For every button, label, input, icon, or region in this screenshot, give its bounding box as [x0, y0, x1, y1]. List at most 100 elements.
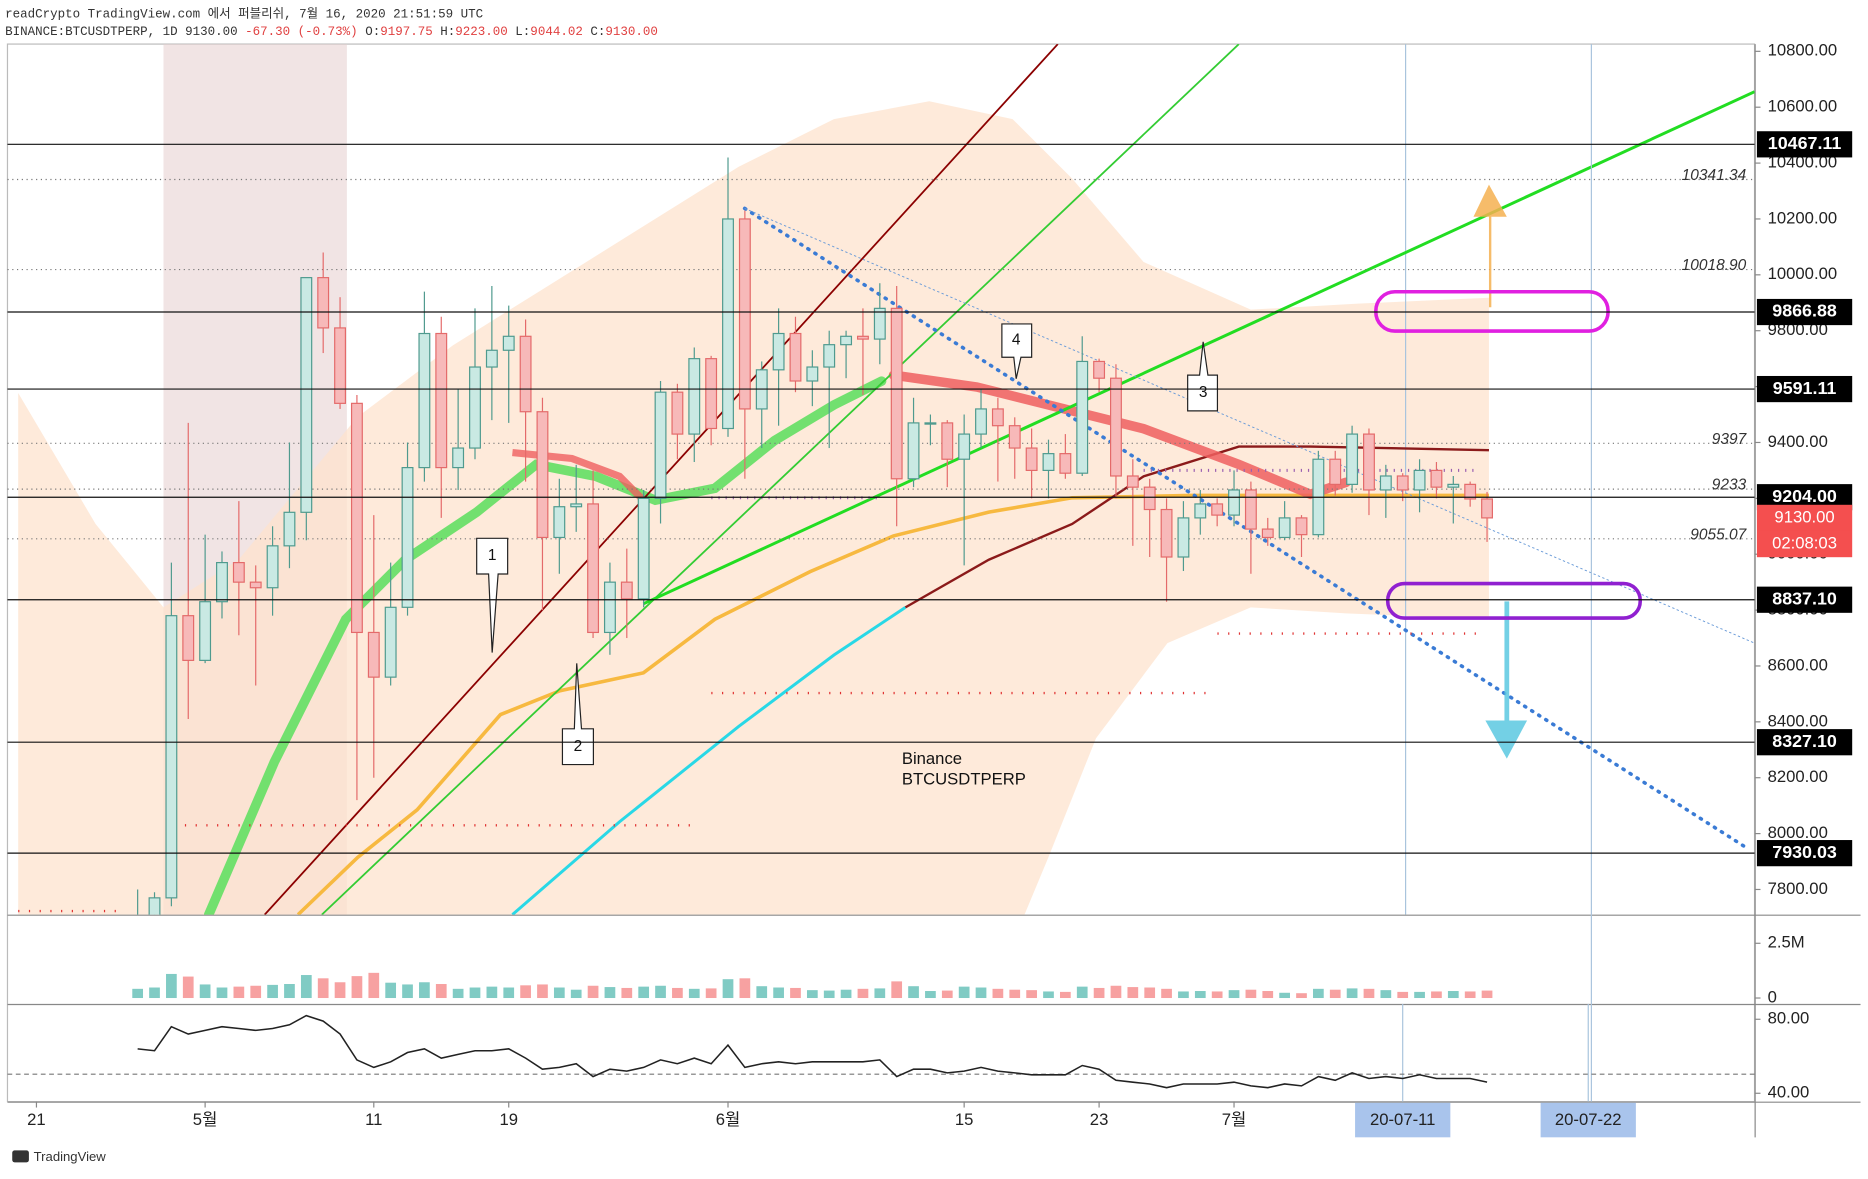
brand: TradingView	[34, 1149, 107, 1164]
volume-bar	[1127, 987, 1139, 999]
candle-body	[1093, 360, 1106, 379]
y-tick-label: 10800.00	[1768, 41, 1837, 60]
candle-body	[1194, 503, 1207, 519]
candle-body	[688, 358, 701, 435]
trend-line	[642, 90, 1755, 606]
ohlc-value: 9044.02	[530, 25, 583, 39]
candle-body	[1211, 503, 1224, 516]
volume-bar	[672, 987, 683, 999]
candle-body	[1110, 377, 1122, 477]
volume-bar	[1397, 991, 1409, 999]
logo-icon	[12, 1150, 29, 1163]
candle-body	[1126, 475, 1139, 488]
countdown-label: 02:08:03	[1772, 534, 1837, 553]
callout-label: 1	[488, 547, 497, 564]
volume-bar	[688, 988, 700, 999]
candle-body	[1396, 475, 1409, 491]
drawings: TradingView	[12, 184, 1642, 1164]
callout-box	[476, 537, 509, 653]
ma-band-green	[203, 376, 887, 915]
volume-bar	[891, 981, 903, 999]
candle-body	[806, 366, 819, 382]
volume-bar	[975, 987, 987, 999]
ma-darkred	[904, 445, 1489, 609]
volume-bar	[1296, 993, 1307, 999]
volume-bar	[317, 978, 329, 999]
volume-bar	[199, 984, 211, 999]
level-box	[1756, 298, 1853, 326]
x-tick-label: 6월	[716, 1110, 741, 1129]
volume-bar	[368, 972, 380, 999]
level-label: 7930.03	[1772, 842, 1837, 862]
candle-body	[182, 615, 195, 661]
volume-bar	[1009, 989, 1021, 999]
candle-body	[1295, 517, 1308, 536]
last-price-box	[1756, 504, 1853, 531]
level-box	[1756, 729, 1853, 756]
volume-bar	[503, 987, 515, 999]
volume-bar	[1093, 987, 1105, 999]
level-label: 8327.10	[1772, 731, 1837, 751]
candle-body	[1481, 498, 1493, 519]
level-label: 10467.11	[1768, 133, 1842, 153]
last-price: 9130.00	[185, 25, 238, 39]
candle-body	[1278, 517, 1291, 539]
volume-bar	[166, 973, 177, 999]
x-tick-label: 7월	[1222, 1110, 1247, 1129]
level-label: 9591.11	[1773, 378, 1837, 398]
volume-bar	[1346, 988, 1358, 999]
volume-bar	[1414, 991, 1425, 999]
y-tick-label: 80.00	[1768, 1009, 1810, 1028]
volume-bar	[925, 991, 936, 999]
volume-bar	[537, 984, 548, 999]
volume-bar	[216, 987, 228, 999]
candle-body	[350, 402, 363, 634]
price-line-label: 9233	[1712, 477, 1747, 494]
volume-bar	[1178, 991, 1189, 999]
candle-body	[637, 497, 650, 600]
candle-body	[823, 344, 836, 368]
volume-bar	[1380, 990, 1392, 999]
candle-body	[907, 422, 920, 480]
candle-body	[1413, 469, 1426, 491]
candle-body	[1008, 425, 1021, 449]
price-line-label: 9397	[1712, 431, 1748, 448]
arrow-up	[1473, 184, 1507, 308]
candle-body	[553, 506, 566, 539]
callout-box	[1187, 341, 1219, 412]
candle-body	[705, 358, 718, 430]
level-label: 9204.00	[1772, 486, 1837, 506]
volume-bar	[1329, 989, 1341, 999]
level-box	[1756, 840, 1853, 867]
volume-bar	[773, 987, 784, 999]
trend-line-thin	[744, 207, 1755, 644]
level-box	[1756, 375, 1853, 403]
candle-body	[1447, 483, 1460, 488]
highlight-ellipse	[1374, 289, 1610, 333]
candle-body	[603, 581, 616, 634]
volume-bar	[1431, 991, 1442, 999]
symbol: BINANCE:BTCUSDTPERP, 1D	[5, 25, 178, 39]
volume-bar	[1076, 986, 1088, 999]
oscillator	[7, 1014, 1755, 1089]
volume-bar	[452, 988, 464, 999]
candle-body	[435, 332, 448, 469]
volume-bar	[722, 979, 734, 999]
cursor-tick-label: 20-07-22	[1555, 1110, 1622, 1129]
candle-body	[1379, 475, 1392, 491]
y-tick-label: 8600.00	[1768, 655, 1828, 674]
y-tick-label: 8000.00	[1768, 823, 1828, 842]
level-label: 9866.88	[1772, 301, 1837, 321]
volume-bar	[638, 986, 650, 999]
price-line-label: 10341.34	[1682, 167, 1747, 184]
volume-bar	[402, 984, 413, 999]
volume-bar	[739, 978, 751, 999]
candle-body	[738, 218, 751, 410]
volume-bar	[1447, 991, 1459, 999]
volume-bar	[1110, 985, 1122, 999]
volume-bar	[1194, 991, 1206, 999]
candle-body	[991, 408, 1004, 427]
candle-body	[502, 335, 515, 351]
candle-body	[232, 562, 245, 583]
candle-body	[148, 897, 161, 915]
